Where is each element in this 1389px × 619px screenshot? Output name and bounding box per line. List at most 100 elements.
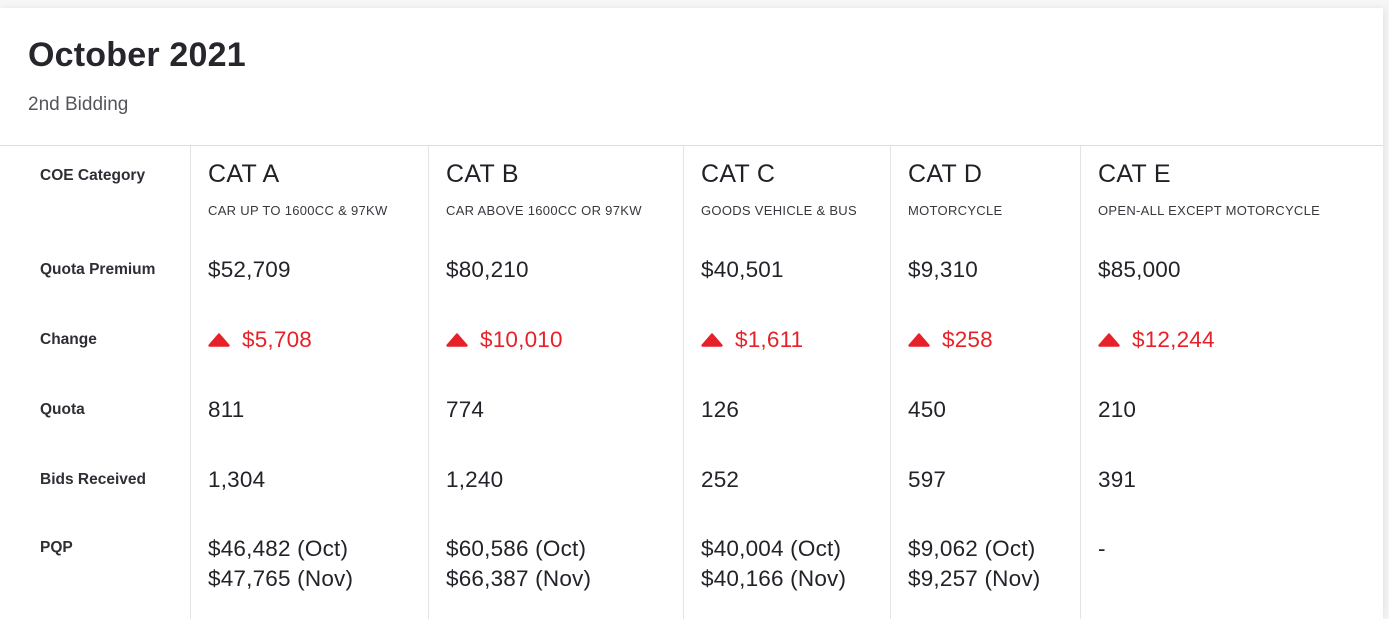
pqp-line: $9,062 (Oct) (908, 536, 1036, 561)
bids-received-cell: 1,240 (429, 445, 683, 515)
quota-value: 811 (208, 397, 245, 422)
bids-received-cell: 391 (1081, 445, 1383, 515)
row-label-pqp: PQP (0, 515, 190, 619)
triangle-up-icon (1098, 333, 1120, 347)
pqp-cell: $46,482 (Oct) $47,765 (Nov) (191, 515, 428, 619)
quota-value: 774 (446, 397, 485, 422)
row-label-text: Change (40, 331, 97, 348)
quota-premium-value: $52,709 (208, 257, 291, 282)
category-header-cell: CAT B CAR ABOVE 1600CC OR 97KW (429, 146, 683, 235)
category-description: CAR UP TO 1600CC & 97KW (208, 203, 388, 218)
pqp-line: - (1098, 536, 1106, 561)
quota-premium-cell: $40,501 (684, 235, 890, 305)
change-value: $12,244 (1132, 327, 1215, 352)
category-header-cell: CAT A CAR UP TO 1600CC & 97KW (191, 146, 428, 235)
category-code: CAT A (208, 160, 280, 188)
category-description: OPEN-ALL EXCEPT MOTORCYCLE (1098, 203, 1321, 218)
bidding-round-subtitle: 2nd Bidding (28, 94, 129, 115)
pqp-values: $9,062 (Oct) $9,257 (Nov) (908, 534, 1040, 594)
pqp-cell: - (1081, 515, 1383, 619)
triangle-up-icon (208, 333, 230, 347)
quota-cell: 811 (191, 375, 428, 445)
change-cell: $12,244 (1081, 305, 1383, 375)
card-header: October 2021 2nd Bidding (0, 8, 1383, 145)
pqp-cell: $60,586 (Oct) $66,387 (Nov) (429, 515, 683, 619)
quota-premium-value: $80,210 (446, 257, 529, 282)
quota-cell: 126 (684, 375, 890, 445)
quota-value: 210 (1098, 397, 1137, 422)
column-cat-d: CAT D MOTORCYCLE $9,310 $258 450 597 $9,… (890, 146, 1080, 619)
quota-cell: 210 (1081, 375, 1383, 445)
row-label-text: Quota (40, 401, 85, 418)
category-header-cell: CAT D MOTORCYCLE (891, 146, 1080, 235)
row-labels-column: COE Category Quota Premium Change Quota … (0, 146, 190, 619)
bids-received-cell: 252 (684, 445, 890, 515)
bids-received-value: 1,304 (208, 467, 266, 492)
column-cat-a: CAT A CAR UP TO 1600CC & 97KW $52,709 $5… (190, 146, 428, 619)
bids-received-value: 252 (701, 467, 740, 492)
triangle-up-icon (701, 333, 723, 347)
change-value: $1,611 (735, 327, 804, 352)
category-header-cell: CAT E OPEN-ALL EXCEPT MOTORCYCLE (1081, 146, 1383, 235)
category-header-cell: CAT C GOODS VEHICLE & BUS (684, 146, 890, 235)
pqp-values: $46,482 (Oct) $47,765 (Nov) (208, 534, 353, 594)
row-label-text: Bids Received (40, 471, 146, 488)
change-cell: $1,611 (684, 305, 890, 375)
row-label-quota-premium: Quota Premium (0, 235, 190, 305)
pqp-line: $40,004 (Oct) (701, 536, 842, 561)
pqp-line: $66,387 (Nov) (446, 566, 592, 591)
quota-cell: 450 (891, 375, 1080, 445)
pqp-cell: $9,062 (Oct) $9,257 (Nov) (891, 515, 1080, 619)
category-description: MOTORCYCLE (908, 203, 1003, 218)
quota-value: 126 (701, 397, 740, 422)
triangle-up-icon (908, 333, 930, 347)
pqp-line: $40,166 (Nov) (701, 566, 847, 591)
row-label-coe-category: COE Category (0, 146, 190, 235)
row-label-change: Change (0, 305, 190, 375)
quota-premium-cell: $80,210 (429, 235, 683, 305)
category-code: CAT E (1098, 160, 1171, 188)
pqp-cell: $40,004 (Oct) $40,166 (Nov) (684, 515, 890, 619)
category-code: CAT B (446, 160, 519, 188)
bids-received-cell: 1,304 (191, 445, 428, 515)
pqp-line: $47,765 (Nov) (208, 566, 354, 591)
quota-premium-cell: $52,709 (191, 235, 428, 305)
row-label-text: Quota Premium (40, 261, 156, 278)
category-code: CAT C (701, 160, 776, 188)
row-label-text: PQP (40, 539, 73, 556)
category-description: CAR ABOVE 1600CC OR 97KW (446, 203, 642, 218)
quota-premium-cell: $9,310 (891, 235, 1080, 305)
change-value: $10,010 (480, 327, 563, 352)
change-value: $258 (942, 327, 993, 352)
bids-received-value: 1,240 (446, 467, 504, 492)
coe-results-table: COE Category Quota Premium Change Quota … (0, 145, 1383, 619)
coe-results-card: October 2021 2nd Bidding COE Category Qu… (0, 8, 1383, 619)
bids-received-value: 597 (908, 467, 947, 492)
pqp-values: $60,586 (Oct) $66,387 (Nov) (446, 534, 591, 594)
row-label-quota: Quota (0, 375, 190, 445)
column-cat-e: CAT E OPEN-ALL EXCEPT MOTORCYCLE $85,000… (1080, 146, 1383, 619)
pqp-values: - (1098, 534, 1106, 564)
column-cat-c: CAT C GOODS VEHICLE & BUS $40,501 $1,611… (683, 146, 890, 619)
quota-premium-value: $9,310 (908, 257, 979, 282)
page-title: October 2021 (28, 36, 246, 74)
category-description: GOODS VEHICLE & BUS (701, 203, 857, 218)
quota-cell: 774 (429, 375, 683, 445)
column-cat-b: CAT B CAR ABOVE 1600CC OR 97KW $80,210 $… (428, 146, 683, 619)
change-cell: $10,010 (429, 305, 683, 375)
quota-premium-value: $40,501 (701, 257, 784, 282)
change-cell: $258 (891, 305, 1080, 375)
pqp-line: $46,482 (Oct) (208, 536, 349, 561)
pqp-line: $9,257 (Nov) (908, 566, 1041, 591)
triangle-up-icon (446, 333, 468, 347)
bids-received-cell: 597 (891, 445, 1080, 515)
pqp-line: $60,586 (Oct) (446, 536, 587, 561)
category-code: CAT D (908, 160, 983, 188)
quota-premium-value: $85,000 (1098, 257, 1181, 282)
quota-value: 450 (908, 397, 947, 422)
bids-received-value: 391 (1098, 467, 1137, 492)
pqp-values: $40,004 (Oct) $40,166 (Nov) (701, 534, 846, 594)
row-label-text: COE Category (40, 167, 146, 184)
quota-premium-cell: $85,000 (1081, 235, 1383, 305)
change-value: $5,708 (242, 327, 313, 352)
